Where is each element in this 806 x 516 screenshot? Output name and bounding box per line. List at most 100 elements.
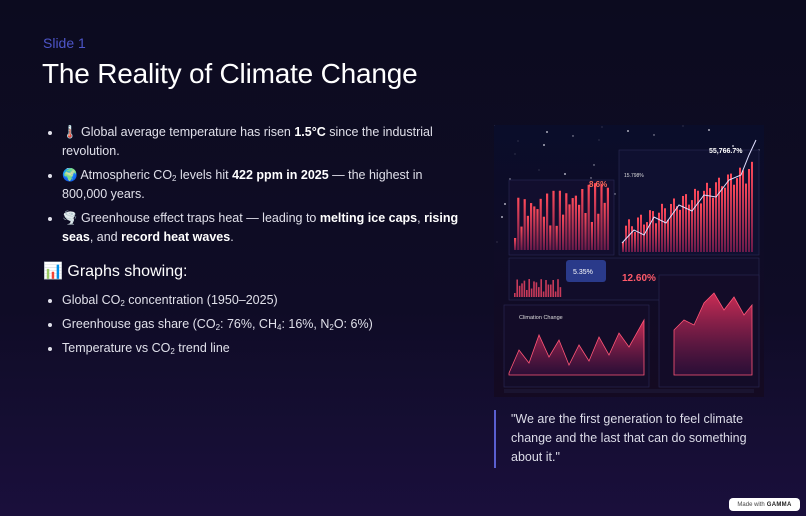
- deco-bar: [685, 194, 687, 252]
- deco-bar: [742, 170, 744, 252]
- badge-brand: GAMMA: [766, 501, 792, 508]
- deco-bar: [530, 288, 533, 297]
- text-text: 🌪️ Greenhouse effect traps heat — leadin…: [62, 211, 320, 225]
- text-bold: 1.5°C: [294, 125, 326, 139]
- deco-bar: [682, 195, 684, 252]
- graph-list: Global CO2 concentration (1950–2025) Gree…: [44, 291, 467, 363]
- star: [564, 173, 566, 175]
- deco-bar: [587, 184, 590, 250]
- deco-bar: [600, 184, 603, 250]
- text-text: : 16%, N: [281, 317, 330, 331]
- deco-bar: [517, 197, 520, 250]
- deco-bar: [574, 195, 577, 250]
- text-text: Greenhouse gas share (CO: [62, 317, 216, 331]
- text-bold: rising seas: [62, 211, 459, 244]
- deco-bar: [649, 210, 651, 252]
- deco-bar: [706, 182, 708, 252]
- star: [514, 153, 516, 155]
- deco-bar: [552, 279, 554, 297]
- text-sub: 2: [172, 174, 177, 183]
- text-text: 🌡️ Global average temperature has risen: [62, 125, 295, 139]
- deco-bar: [526, 215, 529, 250]
- image-label: 12.60%: [622, 273, 656, 284]
- deco-bar: [546, 193, 549, 250]
- star: [517, 140, 519, 142]
- star: [682, 125, 684, 127]
- text-text: since the industrial revolution.: [62, 125, 433, 158]
- image-label: 55,766.7%: [709, 148, 743, 155]
- deco-bar: [530, 203, 533, 250]
- deco-bar: [637, 217, 639, 252]
- deco-bar: [664, 208, 666, 252]
- deco-bar: [539, 198, 542, 250]
- gauge: [566, 260, 606, 282]
- deco-bar: [518, 285, 521, 297]
- bullet-list: 🌡️ Global average temperature has risen …: [44, 123, 467, 252]
- deco-bar: [533, 281, 535, 297]
- deco-bar: [634, 231, 636, 252]
- text-bold: 422 ppm in 2025: [232, 168, 329, 182]
- deco-bar: [562, 214, 565, 250]
- bullet: 🌪️ Greenhouse effect traps heat — leadin…: [62, 209, 467, 247]
- section-heading: 📊 Graphs showing:: [43, 263, 188, 280]
- image-label: 5.35%: [573, 269, 593, 276]
- text-text: Temperature vs CO: [62, 341, 171, 355]
- deco-bar: [736, 178, 738, 252]
- star: [496, 241, 498, 243]
- star: [593, 164, 595, 166]
- text-text: , and: [89, 230, 122, 244]
- made-with-badge[interactable]: Made with GAMMA: [729, 498, 800, 511]
- deco-bar: [550, 284, 552, 297]
- deco-bar: [549, 225, 552, 250]
- deco-bar: [528, 279, 530, 297]
- text-text: ,: [417, 211, 425, 225]
- deco-bar: [514, 238, 517, 250]
- deco-bar: [597, 213, 600, 250]
- star: [504, 203, 506, 205]
- deco-bar: [590, 221, 593, 250]
- bullet: Global CO2 concentration (1950–2025): [62, 291, 467, 310]
- text-sub: 2: [170, 347, 175, 356]
- deco-bar: [557, 279, 559, 297]
- trend-line: [621, 139, 757, 244]
- deco-bar: [584, 213, 587, 250]
- deco-bar: [514, 293, 516, 297]
- text-bold: melting ice caps: [319, 211, 418, 225]
- deco-bar: [516, 279, 518, 297]
- image-label: 8.6%: [589, 180, 607, 189]
- area: [673, 292, 753, 376]
- text-sub: 2: [120, 299, 125, 308]
- star: [708, 129, 710, 131]
- deco-bar: [745, 183, 747, 252]
- deco-bar: [571, 198, 574, 250]
- bullet: Greenhouse gas share (CO2: 76%, CH4: 16%…: [62, 315, 467, 334]
- deco-bar: [658, 212, 660, 252]
- text-sub: 2: [329, 323, 334, 332]
- star: [653, 134, 655, 136]
- deco-bar: [721, 186, 723, 252]
- deco-bar: [540, 279, 542, 297]
- deco-bar: [733, 184, 735, 252]
- text-sub: 2: [215, 323, 221, 332]
- panel: [508, 179, 615, 256]
- deco-bar: [565, 193, 568, 250]
- star: [732, 145, 734, 147]
- star: [538, 169, 540, 171]
- decoration: [514, 161, 753, 297]
- deco-bar: [703, 190, 705, 252]
- star: [598, 139, 600, 141]
- deco-bar: [709, 188, 711, 252]
- deco-bar: [712, 197, 714, 252]
- deco-bar: [748, 169, 750, 252]
- deco-bar: [646, 222, 648, 252]
- deco-bar: [523, 199, 526, 250]
- star: [614, 193, 616, 195]
- deco-bar: [555, 225, 558, 250]
- area: [508, 318, 645, 376]
- deco-bar: [521, 283, 523, 297]
- bullet: 🌡️ Global average temperature has risen …: [62, 123, 467, 161]
- deco-bar: [526, 289, 528, 297]
- text-text: — the highest in 800,000 years.: [62, 168, 423, 201]
- deco-bar: [594, 183, 597, 250]
